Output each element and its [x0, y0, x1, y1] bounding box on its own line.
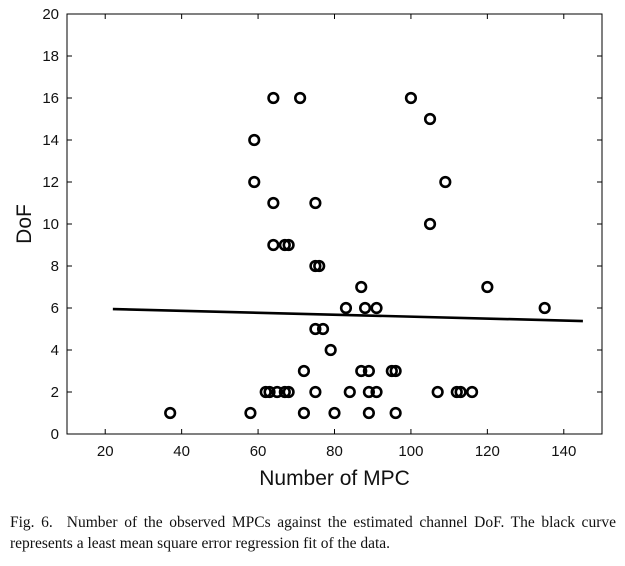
data-point: [244, 406, 257, 420]
data-point: [267, 196, 280, 210]
y-tick-label: 20: [42, 6, 59, 23]
y-axis-label: DoF: [13, 204, 36, 244]
caption-text: Number of the observed MPCs against the …: [10, 514, 616, 552]
data-point: [362, 385, 375, 399]
data-point: [248, 133, 261, 147]
x-tick-label: 40: [173, 443, 190, 460]
data-point: [389, 364, 402, 378]
y-tick-label: 0: [51, 426, 59, 443]
data-point: [454, 385, 467, 399]
data-point: [324, 343, 337, 357]
x-tick-label: 100: [398, 443, 423, 460]
data-point: [316, 322, 330, 336]
data-point: [309, 322, 322, 336]
data-point: [355, 364, 368, 378]
data-point: [297, 364, 311, 378]
data-point: [248, 175, 261, 189]
data-point: [423, 217, 437, 231]
data-point: [267, 91, 280, 105]
data-point: [278, 385, 291, 399]
data-point: [267, 238, 280, 252]
data-point: [481, 280, 494, 294]
data-point: [297, 406, 311, 420]
data-point: [278, 238, 291, 252]
data-point: [362, 406, 375, 420]
data-point: [263, 385, 276, 399]
y-tick-label: 8: [51, 258, 59, 275]
x-tick-label: 140: [551, 443, 576, 460]
x-tick-label: 20: [97, 443, 114, 460]
caption-prefix: Fig. 6.: [10, 514, 53, 531]
data-point: [294, 91, 307, 105]
data-point: [339, 301, 353, 315]
y-tick-label: 10: [42, 216, 59, 233]
data-point: [164, 406, 177, 420]
data-point: [282, 385, 295, 399]
y-tick-label: 2: [51, 384, 59, 401]
data-point: [309, 259, 322, 273]
data-point: [465, 385, 479, 399]
scatter-chart: 20 40 60 80 100 120 140 0 2 4 6 8 10 12 14 16 18 20 Numbe…: [13, 6, 603, 490]
y-tick-label: 16: [42, 90, 59, 107]
figure-caption: Fig. 6. Number of the observed MPCs again…: [10, 512, 616, 554]
y-tick-label: 14: [42, 132, 59, 149]
data-point: [450, 385, 463, 399]
data-point: [309, 385, 322, 399]
data-point: [358, 301, 372, 315]
data-point: [385, 364, 398, 378]
data-points: [164, 91, 551, 420]
x-axis-label: Number of MPC: [259, 467, 410, 490]
x-tick-label: 80: [326, 443, 343, 460]
data-point: [309, 196, 322, 210]
data-point: [404, 91, 418, 105]
data-point: [282, 238, 295, 252]
y-tick-label: 12: [42, 174, 59, 191]
data-point: [423, 112, 437, 126]
y-tick-label: 6: [51, 300, 59, 317]
x-tick-label: 120: [475, 443, 500, 460]
data-point: [343, 385, 356, 399]
axis-ticks: 20 40 60 80 100 120 140 0 2 4 6 8 10 12 14 16 18 20: [42, 6, 602, 460]
fit-line: [112, 307, 583, 323]
data-point: [389, 406, 402, 420]
data-point: [439, 175, 452, 189]
data-point: [328, 406, 341, 420]
data-point: [355, 280, 368, 294]
y-tick-label: 18: [42, 48, 59, 65]
data-point: [362, 364, 375, 378]
data-point: [431, 385, 444, 399]
data-point: [370, 301, 383, 315]
data-point: [313, 259, 326, 273]
y-tick-label: 4: [51, 342, 59, 359]
data-point: [538, 301, 551, 315]
x-tick-label: 60: [250, 443, 267, 460]
data-point: [370, 385, 383, 399]
data-point: [259, 385, 272, 399]
regression-line: [112, 307, 583, 323]
data-point: [271, 385, 284, 399]
plot-area: [66, 13, 603, 435]
